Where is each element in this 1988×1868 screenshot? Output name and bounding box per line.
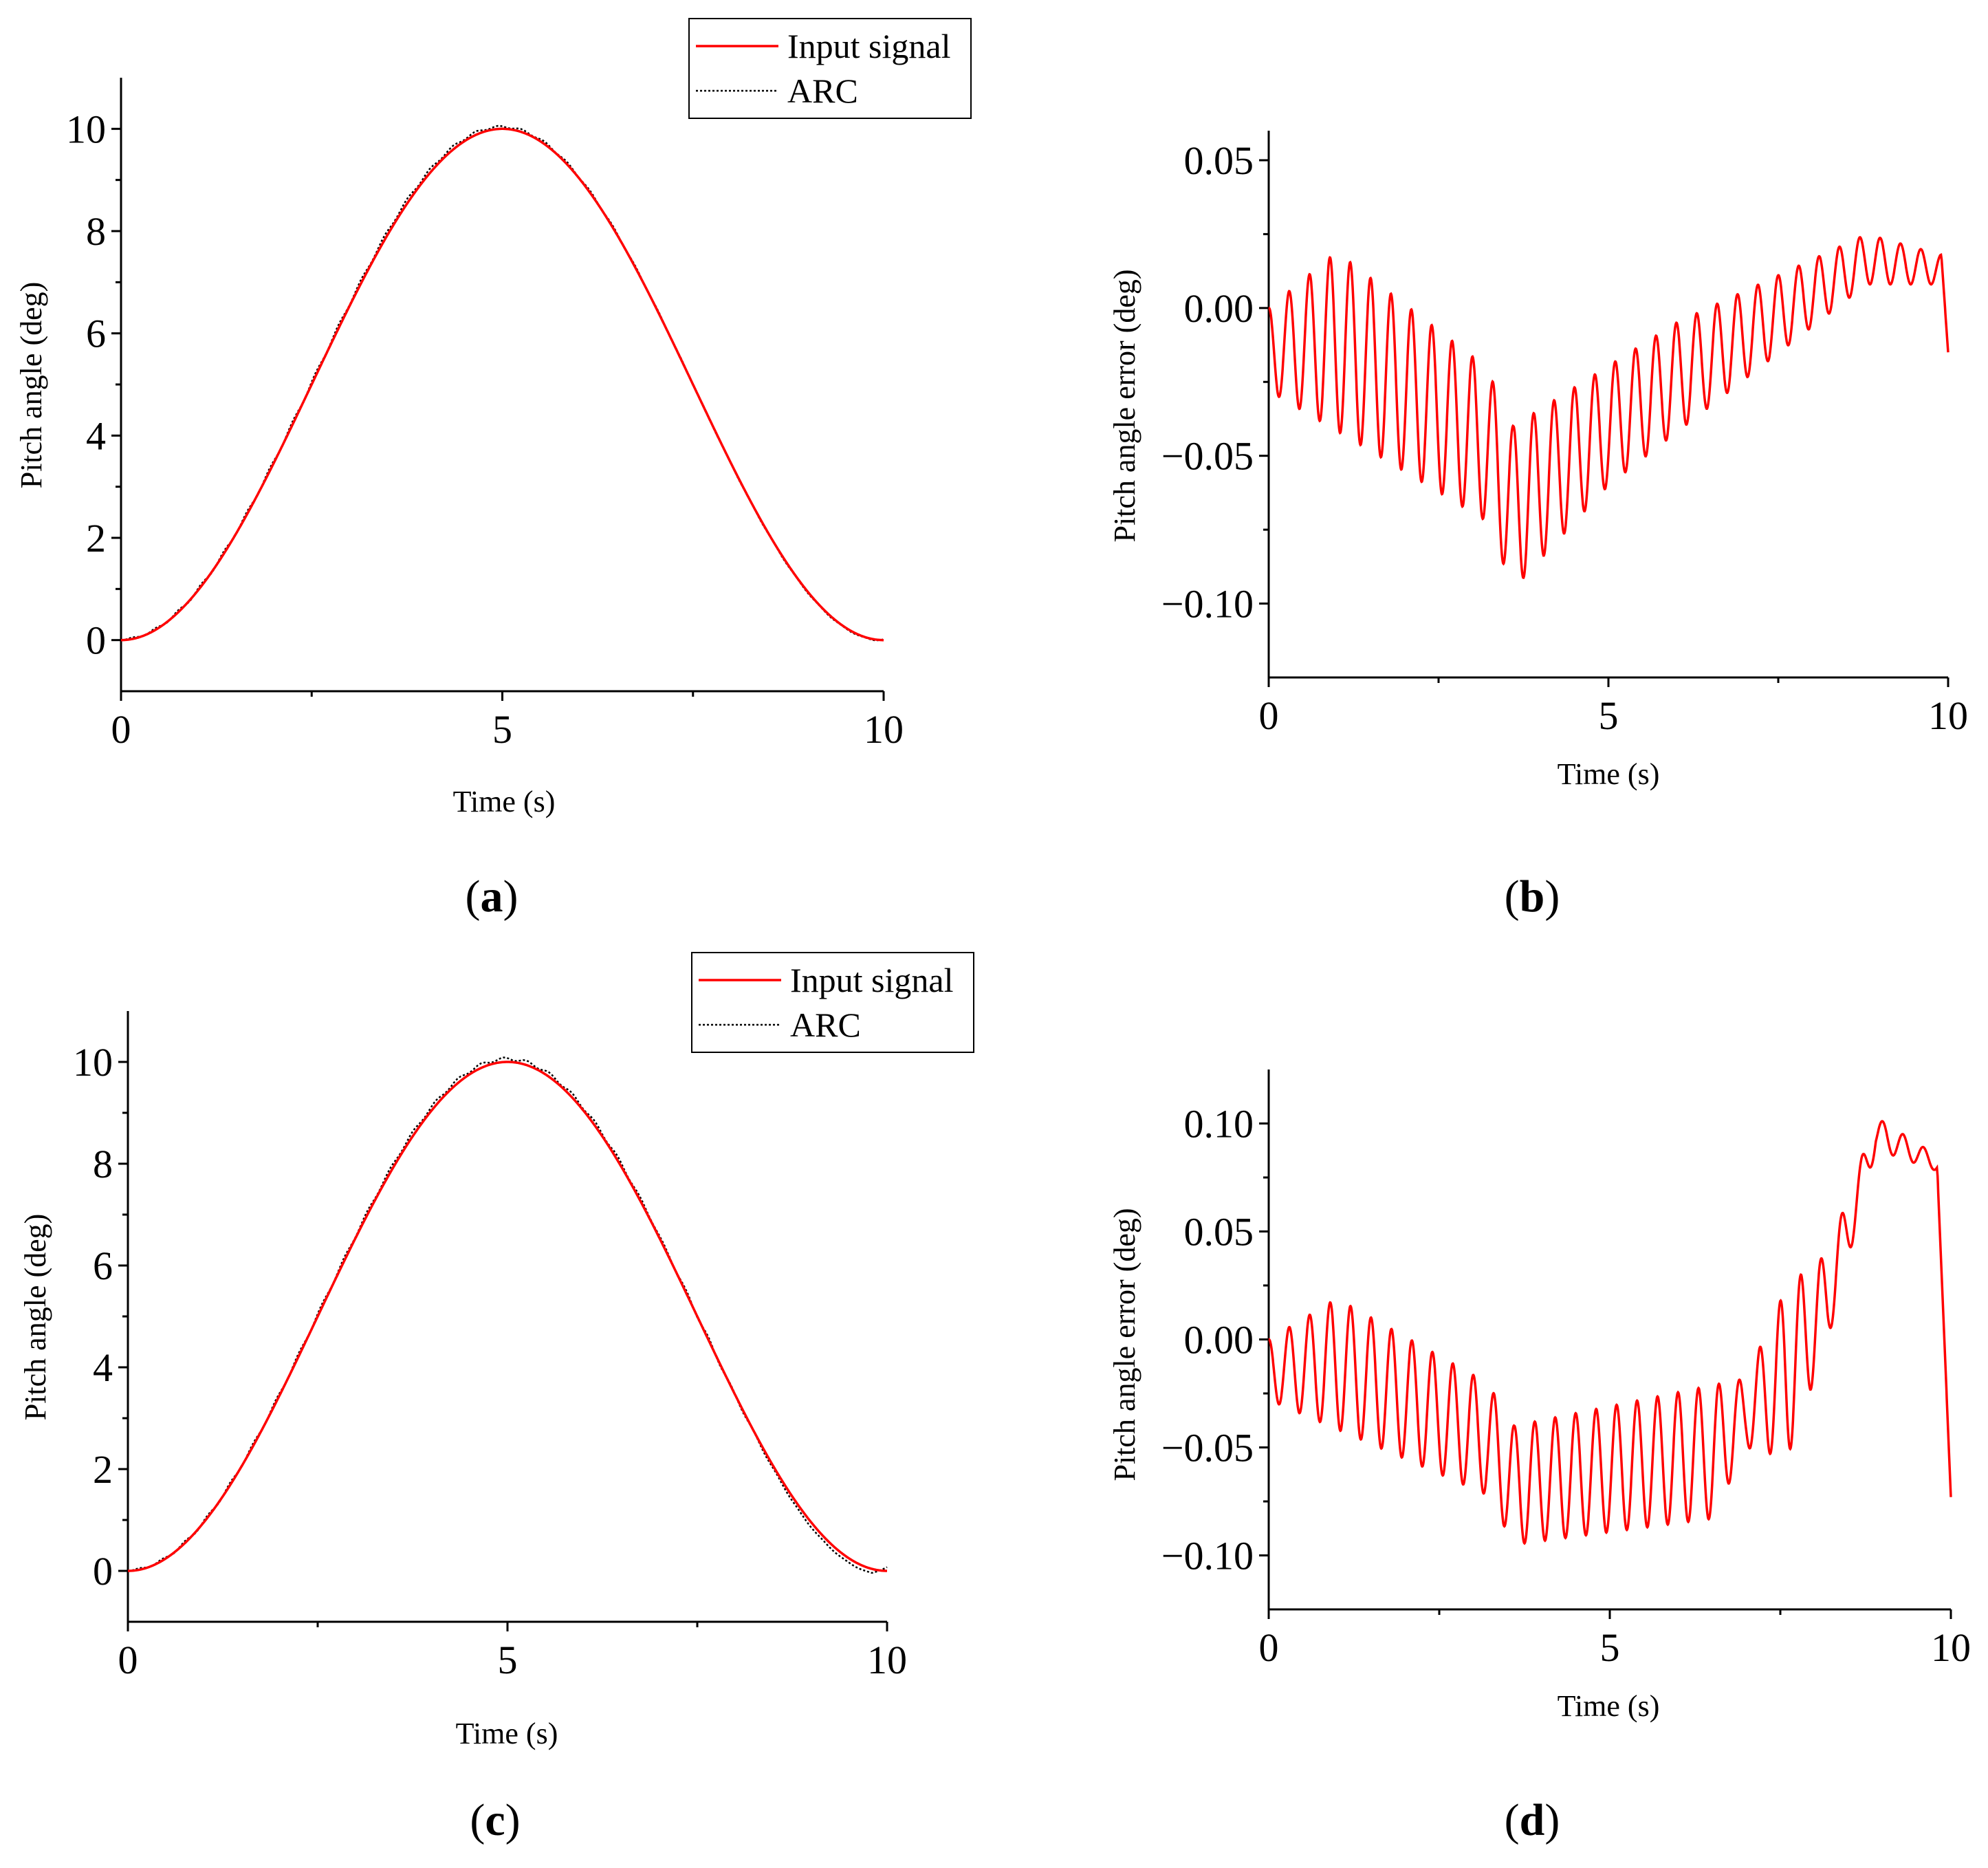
y-tick-label: 10 xyxy=(66,107,106,151)
x-axis-title: Time (s) xyxy=(1558,1689,1660,1723)
panel-d-series xyxy=(1268,1120,1952,1545)
y-tick-label: 8 xyxy=(93,1142,113,1186)
y-tick-label: 4 xyxy=(86,413,106,458)
panel-label: (b) xyxy=(1505,871,1560,922)
y-tick-label: 2 xyxy=(86,516,106,561)
x-tick-label: 5 xyxy=(1599,693,1619,738)
y-axis-title: Pitch angle (deg) xyxy=(14,282,48,489)
input-signal-line xyxy=(121,127,884,642)
y-tick-label: 0.00 xyxy=(1184,1318,1254,1362)
panel-a-axes: 0 5 10 0 2 4 6 8 10 xyxy=(66,78,904,752)
arc-line xyxy=(121,124,884,642)
legend-arc-label: ARC xyxy=(790,1006,861,1044)
y-tick-label: 6 xyxy=(86,312,106,356)
panel-label: (d) xyxy=(1505,1795,1560,1845)
panel-b-axes: 0 5 10 0.05 0.00 −0.05 −0.10 xyxy=(1161,131,1968,738)
pitch-error-line xyxy=(1268,1120,1952,1545)
pitch-error-line xyxy=(1268,236,1949,579)
x-tick-label: 10 xyxy=(1928,693,1968,738)
y-tick-label: 0.10 xyxy=(1184,1102,1254,1147)
y-tick-label: 0.00 xyxy=(1184,286,1254,331)
y-tick-label: −0.10 xyxy=(1161,582,1254,627)
legend-input-label: Input signal xyxy=(787,27,950,65)
panel-c-chart: Input signal ARC 0 5 10 0 2 4 6 8 10 Time (s) Pi… xyxy=(19,952,974,1845)
x-tick-label: 5 xyxy=(492,707,512,752)
y-tick-label: 0.05 xyxy=(1184,138,1254,183)
y-tick-label: −0.05 xyxy=(1161,434,1254,479)
x-tick-label: 0 xyxy=(1259,693,1279,738)
x-tick-label: 10 xyxy=(1931,1625,1971,1670)
x-tick-label: 0 xyxy=(111,707,131,752)
legend-input-label: Input signal xyxy=(790,961,953,999)
x-tick-label: 0 xyxy=(118,1638,138,1682)
y-tick-label: 6 xyxy=(93,1243,113,1288)
legend-box xyxy=(688,18,972,119)
y-axis-title: Pitch angle (deg) xyxy=(19,1214,52,1421)
panel-b-series xyxy=(1268,236,1949,579)
y-tick-label: −0.05 xyxy=(1161,1426,1254,1470)
panel-b-chart: 0 5 10 0.05 0.00 −0.05 −0.10 Time (s) Pitch an… xyxy=(1108,131,1968,922)
panel-d-chart: 0 5 10 0.10 0.05 0.00 −0.05 −0.10 Time (s) Pitc… xyxy=(1108,1069,1971,1845)
panel-c-series xyxy=(128,1056,888,1574)
y-tick-label: 8 xyxy=(86,209,106,254)
y-tick-label: 10 xyxy=(73,1040,113,1085)
y-tick-label: 4 xyxy=(93,1345,113,1390)
legend-arc-label: ARC xyxy=(787,72,858,110)
x-axis-title: Time (s) xyxy=(1558,757,1660,791)
y-tick-label: 0 xyxy=(93,1549,113,1594)
panel-label: (a) xyxy=(466,871,518,922)
panel-label: (c) xyxy=(470,1795,520,1845)
x-axis-title: Time (s) xyxy=(453,785,556,818)
x-tick-label: 10 xyxy=(864,707,904,752)
y-tick-label: −0.10 xyxy=(1161,1534,1254,1578)
y-axis-title: Pitch angle error (deg) xyxy=(1108,1208,1142,1481)
x-axis-title: Time (s) xyxy=(456,1717,558,1750)
x-tick-label: 5 xyxy=(498,1638,518,1682)
panel-c-axes: 0 5 10 0 2 4 6 8 10 xyxy=(73,1011,907,1682)
y-tick-label: 0.05 xyxy=(1184,1210,1254,1255)
y-tick-label: 0 xyxy=(86,618,106,663)
y-tick-label: 2 xyxy=(93,1447,113,1492)
x-tick-label: 5 xyxy=(1600,1625,1620,1670)
x-tick-label: 10 xyxy=(867,1638,907,1682)
legend-box xyxy=(691,952,974,1053)
panel-d-axes: 0 5 10 0.10 0.05 0.00 −0.05 −0.10 xyxy=(1161,1069,1971,1670)
x-tick-label: 0 xyxy=(1259,1625,1279,1670)
arc-line xyxy=(128,1056,888,1574)
y-axis-title: Pitch angle error (deg) xyxy=(1108,269,1142,542)
panel-a-series xyxy=(121,124,884,642)
input-signal-line xyxy=(128,1061,887,1572)
panel-a-chart: Input signal ARC 0 5 10 0 2 4 6 8 10 Time (s) Pi… xyxy=(14,18,972,922)
